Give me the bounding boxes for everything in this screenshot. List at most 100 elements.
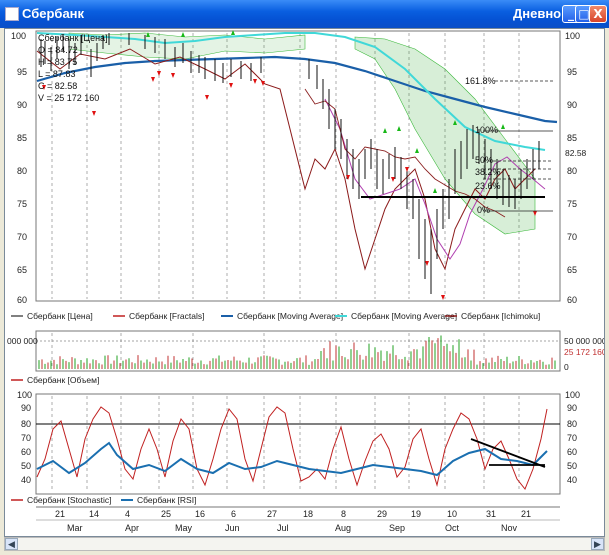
minimize-icon: _ <box>568 7 574 21</box>
fast-moving-average-line <box>36 32 546 151</box>
month-jul: Jul <box>277 523 289 533</box>
day-27: 27 <box>267 509 277 519</box>
price-tick-right-85: 85 <box>567 133 577 143</box>
price-tick-right-95: 95 <box>567 67 577 77</box>
month-oct: Oct <box>445 523 460 533</box>
legend-ma-fast: Сбербанк [Moving Average] <box>351 311 457 321</box>
day-31: 31 <box>486 509 496 519</box>
volume-tick-left: 000 000 <box>7 336 38 346</box>
month-aug: Aug <box>335 523 351 533</box>
close-value: C = 82.58 <box>38 81 77 91</box>
month-sep: Sep <box>389 523 405 533</box>
volume-tick-50m: 50 000 000 <box>564 336 604 346</box>
price-tick-right-60: 60 <box>567 295 577 305</box>
fib-label-161: 161.8% <box>465 76 496 86</box>
price-tick-left-100: 100 <box>11 31 26 41</box>
osc-tick-right-40: 40 <box>567 475 577 485</box>
day-10: 10 <box>447 509 457 519</box>
slow-moving-average-line <box>36 55 558 124</box>
osc-tick-left-40: 40 <box>21 475 31 485</box>
price-tick-right-90: 90 <box>567 100 577 110</box>
price-plot-frame[interactable] <box>35 30 561 302</box>
scroll-left-button[interactable]: ◀ <box>5 538 18 550</box>
legend-ma-slow: Сбербанк [Moving Average] <box>237 311 343 321</box>
volume-value: V = 25 172 160 <box>38 93 99 103</box>
maximize-icon: □ <box>578 7 590 21</box>
fib-label-0: 0% <box>477 205 490 215</box>
legend-fractals: Сбербанк [Fractals] <box>129 311 205 321</box>
rsi-line <box>36 441 548 477</box>
price-tick-left-65: 65 <box>17 265 27 275</box>
price-tick-left-85: 85 <box>17 133 27 143</box>
price-tick-left-60: 60 <box>17 295 27 305</box>
price-tick-right-100: 100 <box>565 31 580 41</box>
legend-volume: Сбербанк [Объем] <box>27 375 99 385</box>
price-tick-left-75: 75 <box>17 199 27 209</box>
price-tick-right-80: 80 <box>567 166 577 176</box>
month-apr: Apr <box>125 523 139 533</box>
price-tick-left-90: 90 <box>17 100 27 110</box>
timeframe-label[interactable]: Дневной <box>513 6 570 21</box>
day-25: 25 <box>161 509 171 519</box>
osc-tick-left-50: 50 <box>21 461 31 471</box>
day-18: 18 <box>303 509 313 519</box>
close-button[interactable]: X <box>589 5 607 23</box>
month-mar: Mar <box>67 523 83 533</box>
day-4: 4 <box>125 509 130 519</box>
osc-tick-left-60: 60 <box>21 447 31 457</box>
ichimoku-cloud <box>354 36 536 235</box>
oscillator-trendlines[interactable] <box>470 438 546 468</box>
legend-rsi: Сбербанк [RSI] <box>137 495 196 505</box>
month-jun: Jun <box>225 523 240 533</box>
fib-label-23: 23.6% <box>475 181 501 191</box>
price-tick-left-70: 70 <box>17 232 27 242</box>
osc-tick-right-70: 70 <box>567 433 577 443</box>
scroll-right-button[interactable]: ▶ <box>591 538 604 550</box>
window-title: Сбербанк <box>22 6 85 21</box>
price-bars <box>40 33 540 294</box>
price-tick-left-80: 80 <box>17 166 27 176</box>
current-price-label: 82.58 <box>565 148 587 158</box>
open-value: O = 84.72 <box>38 45 78 55</box>
ohlcv-info-box: Сбербанк [Цена] O = 84.72 H = 83.75 L = … <box>38 33 108 103</box>
osc-tick-left-80: 80 <box>21 419 31 429</box>
title-bar[interactable]: Сбербанк Дневной _ □ X <box>0 0 609 28</box>
fractal-up-markers <box>146 30 505 193</box>
price-tick-right-70: 70 <box>567 232 577 242</box>
day-8: 8 <box>341 509 346 519</box>
osc-tick-right-80: 80 <box>567 419 577 429</box>
day-6: 6 <box>231 509 236 519</box>
price-tick-left-95: 95 <box>17 67 27 77</box>
osc-tick-right-90: 90 <box>567 403 577 413</box>
fib-label-38: 38.2% <box>475 167 501 177</box>
chart-area[interactable]: Сбербанк [Цена] O = 84.72 H = 83.75 L = … <box>4 28 607 537</box>
oscillator-axis: 100 90 80 70 60 50 40 100 90 80 70 60 50… <box>17 390 580 485</box>
osc-tick-right-60: 60 <box>567 447 577 457</box>
osc-tick-right-50: 50 <box>567 461 577 471</box>
price-axis: 100 95 90 85 80 75 70 65 60 100 95 90 85… <box>11 31 580 305</box>
time-axis: 21 14 4 25 16 6 27 18 8 29 19 10 31 21 M… <box>36 506 560 533</box>
price-legend: Сбербанк [Цена] Сбербанк [Fractals] Сбер… <box>11 311 540 321</box>
volume-tick-0: 0 <box>564 362 569 372</box>
fibonacci-labels: 161.8% 100% 50% 38.2% 23.6% 0% <box>465 76 501 215</box>
horizontal-scrollbar[interactable]: ◀ ▶ <box>4 537 605 551</box>
osc-tick-right-100: 100 <box>565 390 580 400</box>
current-volume-label: 25 172 160 <box>564 347 604 357</box>
price-tick-right-65: 65 <box>567 265 577 275</box>
osc-plot-frame[interactable] <box>35 393 561 495</box>
fibonacci-levels <box>483 80 553 212</box>
ichimoku-kijun-line <box>36 48 536 271</box>
legend-stochastic: Сбербанк [Stochastic] <box>27 495 111 505</box>
osc-tick-left-90: 90 <box>21 403 31 413</box>
ichimoku-tenkan-line <box>324 98 546 260</box>
oscillator-legend: Сбербанк [Stochastic] Сбербанк [RSI] <box>11 495 196 505</box>
fib-label-100: 100% <box>475 125 498 135</box>
volume-plot-frame[interactable] <box>35 330 561 372</box>
info-title: Сбербанк [Цена] <box>38 33 108 43</box>
low-value: L = 87.83 <box>38 69 75 79</box>
fractal-down-markers <box>42 71 537 300</box>
close-icon: X <box>593 7 603 21</box>
day-21-nov: 21 <box>521 509 531 519</box>
osc-tick-left-100: 100 <box>17 390 32 400</box>
